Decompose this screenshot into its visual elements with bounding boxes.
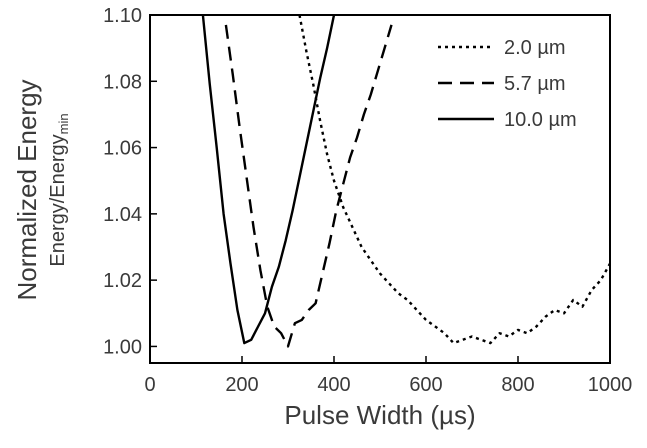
y-axis-title-group: Normalized Energy Energy/Energymin	[12, 79, 71, 300]
y-tick-label: 1.04	[103, 204, 142, 226]
y-axis-title: Normalized Energy	[12, 79, 42, 300]
y-axis-subtitle: Energy/Energymin	[47, 113, 71, 266]
legend-label-2: 5.7 µm	[504, 73, 566, 95]
series-line-2	[224, 24, 393, 348]
x-tick-label: 1000	[588, 374, 633, 396]
legend-label-1: 2.0 µm	[504, 37, 566, 59]
y-axis-subtitle-sub: min	[56, 113, 71, 134]
y-axis-subtitle-main: Energy/Energy	[47, 134, 69, 266]
series-line-3	[201, 15, 336, 345]
legend-label-3: 10.0 µm	[504, 109, 577, 131]
y-tick-label: 1.00	[103, 336, 142, 358]
y-tick-label: 1.10	[103, 5, 142, 27]
y-tick-label: 1.02	[103, 270, 142, 292]
x-tick-label: 400	[317, 374, 350, 396]
x-axis-title: Pulse Width (µs)	[284, 400, 475, 430]
x-tick-label: 800	[501, 374, 534, 396]
plot-frame	[149, 14, 611, 364]
y-tick-label: 1.06	[103, 138, 142, 160]
x-tick-label: 200	[225, 374, 258, 396]
series-layer	[201, 15, 610, 348]
x-tick-label: 600	[409, 374, 442, 396]
x-tick-label: 0	[144, 374, 155, 396]
series-line-1	[298, 15, 610, 345]
ticks-layer: 0 200 400 600 800 1000 1.00 1.02 1.04 1.06 1.08 1.1…	[103, 5, 632, 396]
legend: 2.0 µm 5.7 µm 10.0 µm	[438, 37, 577, 131]
y-tick-label: 1.08	[103, 71, 142, 93]
